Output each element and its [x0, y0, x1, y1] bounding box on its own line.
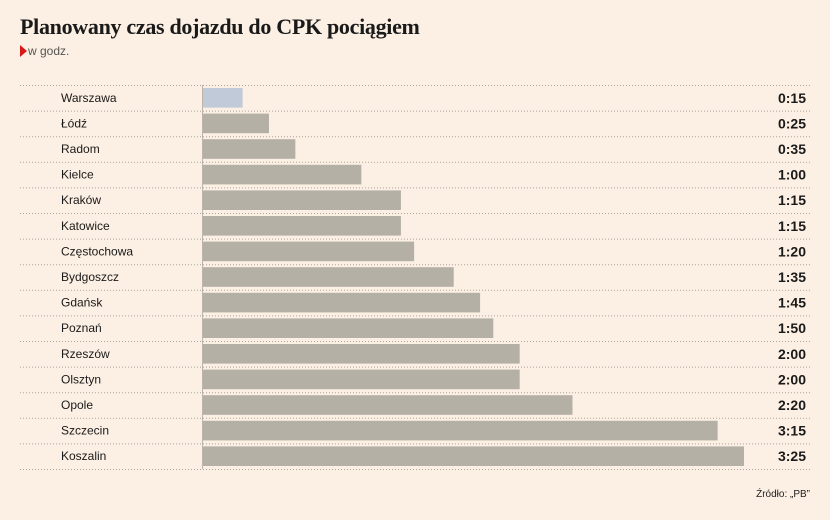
bar: [203, 190, 401, 210]
bar: [203, 318, 494, 338]
bar: [203, 369, 520, 390]
bar: [203, 420, 718, 441]
value-label: 1:00: [778, 167, 806, 183]
category-label: Poznań: [61, 321, 102, 335]
value-label: 1:35: [778, 269, 806, 285]
value-label: 3:15: [778, 423, 806, 439]
category-label: Warszawa: [61, 91, 117, 105]
category-label: Opole: [61, 398, 93, 412]
chart-title: Planowany czas dojazdu do CPK pociągiem: [20, 14, 420, 39]
value-label: 1:45: [778, 295, 806, 311]
value-label: 1:15: [778, 218, 806, 234]
bar: [203, 216, 401, 236]
value-label: 3:25: [778, 448, 806, 464]
value-label: 1:15: [778, 192, 806, 208]
value-label: 1:50: [778, 320, 806, 336]
bar: [203, 241, 415, 262]
category-label: Częstochowa: [61, 244, 133, 258]
value-label: 2:20: [778, 397, 806, 413]
bar: [203, 164, 362, 185]
category-label: Olsztyn: [61, 372, 101, 386]
bar: [203, 446, 744, 466]
category-label: Szczecin: [61, 424, 109, 438]
value-label: 1:20: [778, 243, 806, 259]
category-label: Katowice: [61, 219, 110, 233]
bar: [203, 395, 573, 415]
bar: [203, 113, 269, 134]
value-label: 0:35: [778, 141, 806, 157]
bar: [203, 292, 481, 313]
value-label: 0:15: [778, 90, 806, 106]
value-label: 2:00: [778, 346, 806, 362]
category-label: Koszalin: [61, 449, 106, 463]
category-label: Łódź: [61, 116, 87, 130]
bar: [203, 267, 454, 287]
chart-subtitle-wrap: w godz.: [20, 44, 69, 58]
chart-subtitle: w godz.: [28, 44, 70, 58]
red-triangle-icon: [20, 45, 27, 57]
category-label: Kielce: [61, 168, 94, 182]
category-label: Bydgoszcz: [61, 270, 119, 284]
category-label: Rzeszów: [61, 347, 110, 361]
category-label: Gdańsk: [61, 296, 103, 310]
bar: [203, 139, 296, 159]
category-label: Kraków: [61, 193, 101, 207]
value-label: 0:25: [778, 115, 806, 131]
bar: [203, 344, 520, 364]
bar: [203, 88, 243, 108]
value-label: 2:00: [778, 371, 806, 387]
category-label: Radom: [61, 142, 100, 156]
source-note: Źródło: „PB”: [756, 489, 810, 500]
